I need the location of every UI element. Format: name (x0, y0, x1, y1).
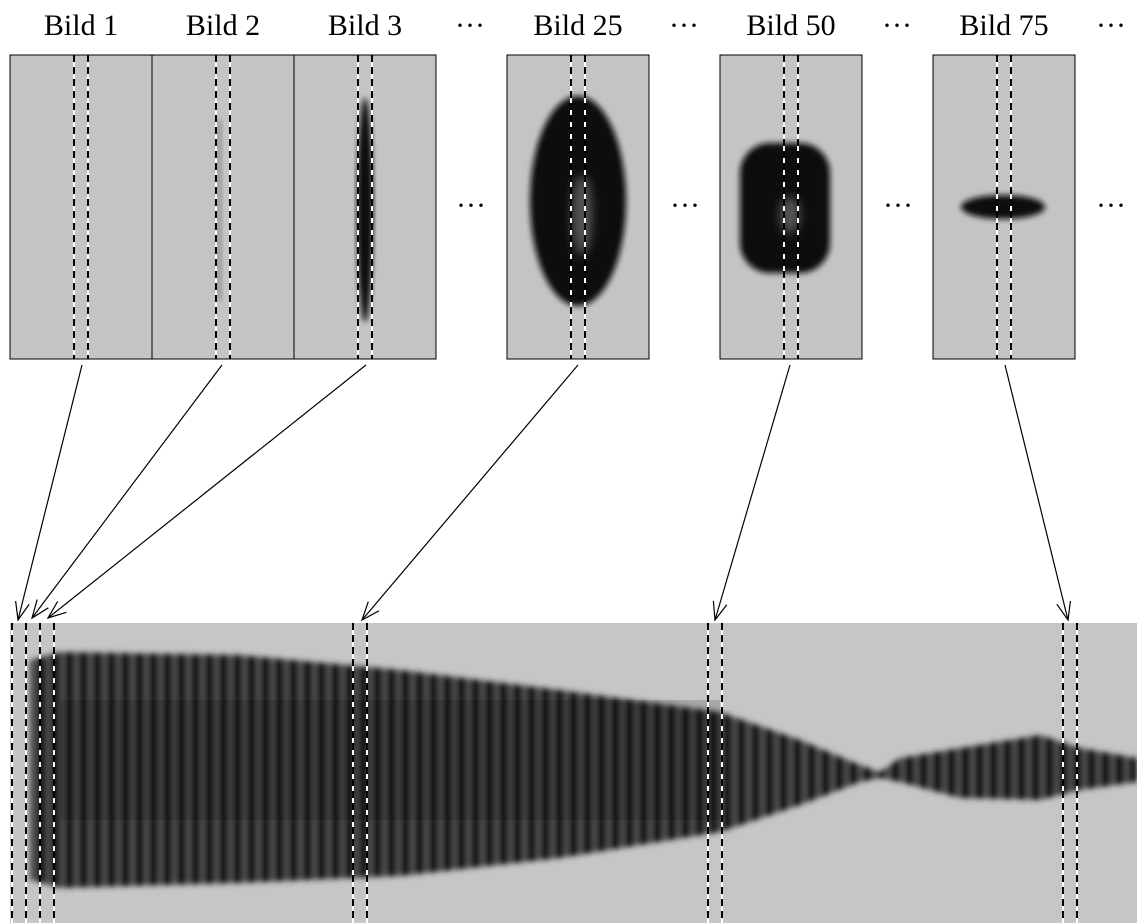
frame-label: Bild 1 (44, 9, 118, 42)
frame-2 (152, 55, 294, 359)
blob (572, 175, 592, 255)
ellipsis: ··· (670, 189, 700, 222)
arrow (1005, 365, 1068, 620)
blob (357, 98, 373, 322)
kymograph-shade (60, 700, 720, 820)
ellipsis: ··· (1096, 189, 1126, 222)
frame-label: Bild 2 (186, 9, 260, 42)
frame-1 (10, 55, 152, 359)
ellipsis: ··· (882, 9, 912, 42)
frame-label: Bild 75 (959, 9, 1048, 42)
diagram: Bild 1 Bild 2 Bild 3 Bild 25 Bild 50 Bil… (0, 0, 1137, 923)
arrow (715, 365, 790, 620)
arrow (362, 365, 578, 620)
frame-label: Bild 3 (328, 9, 402, 42)
arrows (18, 365, 1068, 620)
arrow (32, 365, 222, 618)
ellipsis: ··· (455, 9, 485, 42)
ellipsis: ··· (883, 189, 913, 222)
arrow (48, 365, 366, 618)
ellipsis: ··· (456, 189, 486, 222)
ellipsis: ··· (669, 9, 699, 42)
blob (961, 195, 1045, 219)
frame-label: Bild 50 (746, 9, 835, 42)
arrow (18, 365, 82, 620)
kymograph (10, 623, 1137, 923)
frame-label: Bild 25 (533, 9, 622, 42)
ellipsis: ··· (1096, 9, 1126, 42)
